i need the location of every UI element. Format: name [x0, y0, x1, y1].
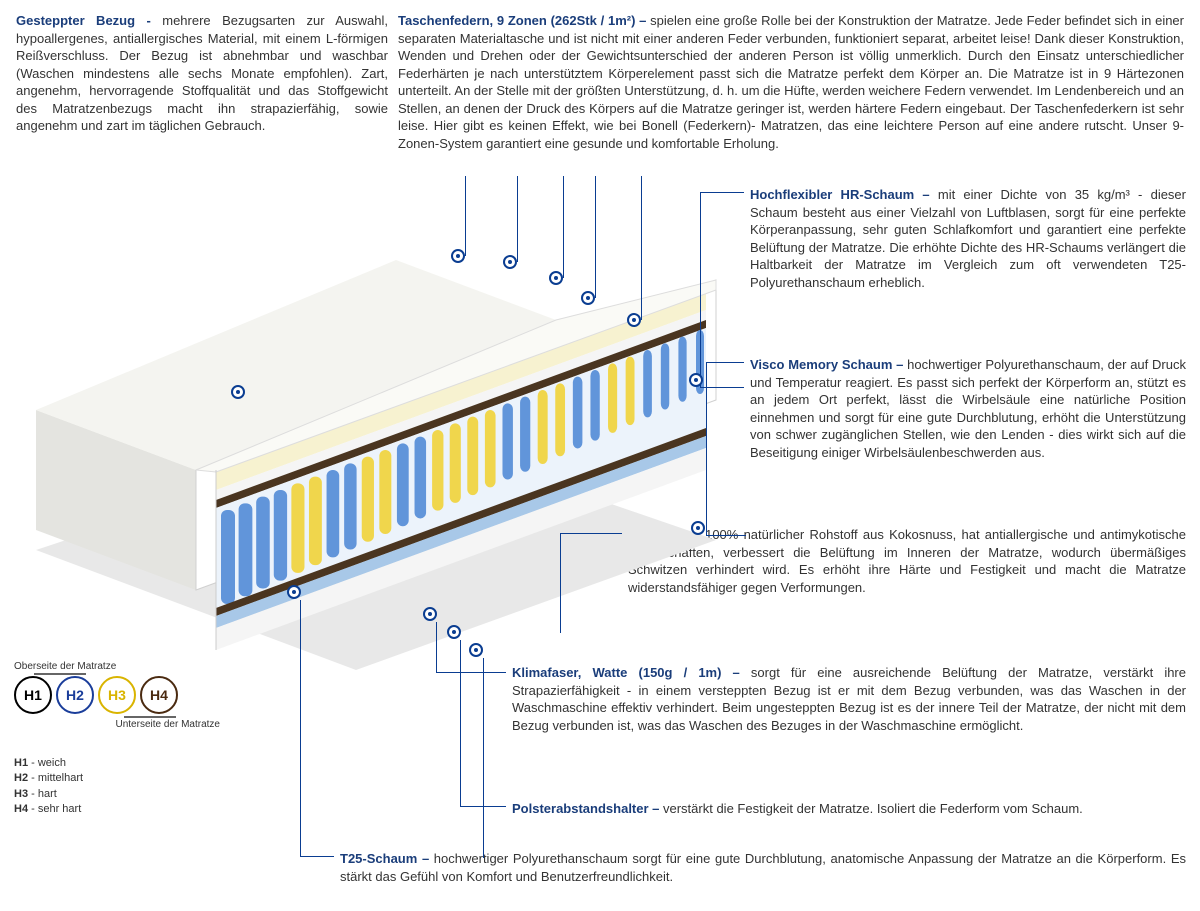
callout-marker-icon — [447, 625, 461, 639]
callout-marker-icon — [231, 385, 245, 399]
hardness-circle: H2 — [56, 676, 94, 714]
section-springs: Taschenfedern, 9 Zonen (262Stk / 1m²) – … — [398, 12, 1184, 152]
leader-line — [465, 176, 466, 256]
title-spacer: Polsterabstandshalter – — [512, 801, 659, 816]
leader-line — [517, 176, 518, 262]
title-cover: Gesteppter Bezug - — [16, 13, 151, 28]
section-t25: T25-Schaum – hochwertiger Polyurethansch… — [340, 850, 1186, 885]
callout-marker-icon — [503, 255, 517, 269]
leader-line — [436, 672, 506, 673]
leader-line — [563, 176, 564, 278]
section-cover: Gesteppter Bezug - mehrere Bezugsarten z… — [16, 12, 388, 135]
leader-line — [483, 658, 484, 858]
mattress-illustration — [16, 190, 736, 670]
hardness-desc-line: H4 - sehr hart — [14, 802, 83, 817]
hardness-circle: H1 — [14, 676, 52, 714]
legend-top-label: Oberseite der Matratze — [14, 660, 116, 674]
title-visco: Visco Memory Schaum – — [750, 357, 903, 372]
legend-line — [34, 673, 86, 675]
leader-line — [700, 192, 701, 387]
section-spacer: Polsterabstandshalter – verstärkt die Fe… — [512, 800, 1186, 818]
body-springs: spielen eine große Rolle bei der Konstru… — [398, 13, 1184, 151]
hardness-descriptions: H1 - weichH2 - mittelhartH3 - hartH4 - s… — [14, 756, 83, 818]
hardness-circle: H4 — [140, 676, 178, 714]
title-springs: Taschenfedern, 9 Zonen (262Stk / 1m²) – — [398, 13, 646, 28]
title-hrfoam: Hochflexibler HR-Schaum – — [750, 187, 930, 202]
leader-line — [560, 533, 561, 633]
legend-bottom-label: Unterseite der Matratze — [116, 718, 221, 732]
hardness-desc-line: H3 - hart — [14, 787, 83, 802]
callout-marker-icon — [423, 607, 437, 621]
callout-marker-icon — [689, 373, 703, 387]
section-visco: Visco Memory Schaum – hochwertiger Polyu… — [750, 356, 1186, 461]
hardness-circle: H3 — [98, 676, 136, 714]
section-hrfoam: Hochflexibler HR-Schaum – mit einer Dich… — [750, 186, 1186, 291]
leader-line — [706, 362, 744, 363]
callout-marker-icon — [549, 271, 563, 285]
callout-marker-icon — [627, 313, 641, 327]
leader-line — [460, 640, 461, 806]
body-t25: hochwertiger Polyurethanschaum sorgt für… — [340, 851, 1186, 884]
leader-line — [436, 622, 437, 672]
title-t25: T25-Schaum – — [340, 851, 429, 866]
leader-line — [706, 535, 746, 536]
section-klimafaser: Klimafaser, Watte (150g / 1m) – sorgt fü… — [512, 664, 1186, 734]
hardness-desc-line: H1 - weich — [14, 756, 83, 771]
callout-marker-icon — [691, 521, 705, 535]
callout-marker-icon — [451, 249, 465, 263]
body-spacer: verstärkt die Festigkeit der Matratze. I… — [659, 801, 1082, 816]
leader-line — [560, 533, 622, 534]
leader-line — [595, 176, 596, 298]
leader-line — [700, 192, 744, 193]
callout-marker-icon — [469, 643, 483, 657]
leader-line — [300, 856, 334, 857]
callout-marker-icon — [581, 291, 595, 305]
body-hrfoam: mit einer Dichte von 35 kg/m³ - dieser S… — [750, 187, 1186, 290]
body-visco: hochwertiger Polyurethanschaum, der auf … — [750, 357, 1186, 460]
hardness-circles: H1H2H3H4 — [14, 676, 178, 714]
callout-marker-icon — [287, 585, 301, 599]
leader-line — [300, 600, 301, 856]
leader-line — [641, 176, 642, 320]
leader-line — [706, 362, 707, 535]
hardness-desc-line: H2 - mittelhart — [14, 771, 83, 786]
body-cover: mehrere Bezugsarten zur Auswahl, hypoall… — [16, 13, 388, 133]
